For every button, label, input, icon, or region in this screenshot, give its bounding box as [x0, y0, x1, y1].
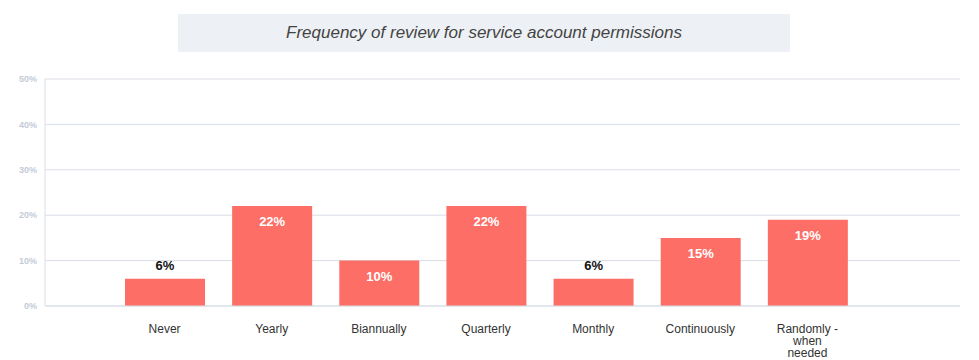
svg-text:6%: 6%: [584, 258, 603, 273]
svg-text:6%: 6%: [156, 258, 175, 273]
svg-text:19%: 19%: [795, 228, 821, 243]
svg-text:Yearly: Yearly: [255, 322, 288, 336]
svg-text:Never: Never: [149, 322, 181, 336]
svg-text:10%: 10%: [19, 256, 37, 266]
svg-text:40%: 40%: [19, 120, 37, 130]
svg-text:Monthly: Monthly: [572, 322, 614, 336]
svg-text:0%: 0%: [24, 301, 37, 311]
svg-text:Quarterly: Quarterly: [461, 322, 510, 336]
svg-text:Biannually: Biannually: [351, 322, 406, 336]
svg-text:Randomly -whenneeded: Randomly -whenneeded: [777, 322, 838, 360]
svg-text:22%: 22%: [259, 214, 285, 229]
svg-text:22%: 22%: [473, 214, 499, 229]
svg-text:10%: 10%: [366, 269, 392, 284]
svg-text:30%: 30%: [19, 165, 37, 175]
svg-text:15%: 15%: [688, 246, 714, 261]
svg-text:20%: 20%: [19, 210, 37, 220]
svg-text:50%: 50%: [19, 74, 37, 84]
html-text:Frequency of review for servic: Frequency of review for service account …: [286, 23, 682, 42]
svg-text:Continuously: Continuously: [666, 322, 735, 336]
